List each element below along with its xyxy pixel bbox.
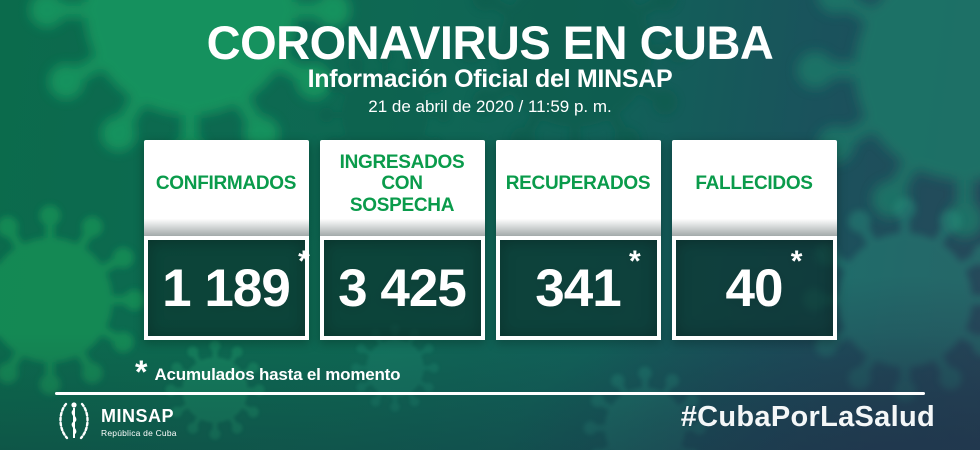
org-subtitle: República de Cuba	[101, 427, 177, 438]
asterisk-marker: *	[629, 244, 641, 278]
stat-card-header: FALLECIDOS	[671, 140, 837, 236]
asterisk-marker: *	[298, 244, 310, 278]
org-name: MINSAP	[101, 405, 175, 426]
minsap-logo: MINSAP República de Cuba	[55, 401, 177, 443]
footnote: * Acumulados hasta el momento	[135, 354, 401, 390]
report-date: 21 de abril de 2020 / 11:59 p. m.	[368, 97, 612, 116]
footer-divider	[55, 392, 925, 395]
stat-card-header: INGRESADOS CON SOSPECHA	[319, 140, 485, 236]
stat-card-header: RECUPERADOS	[495, 140, 661, 236]
stat-value: 40 *	[725, 244, 803, 318]
stat-card-confirmed: CONFIRMADOS 1 189 *	[143, 140, 310, 340]
stats-cards: CONFIRMADOS 1 189 * INGRESADOS CON SOSPEC…	[0, 140, 980, 340]
stat-label: INGRESADOS CON SOSPECHA	[339, 152, 465, 216]
hashtag: #CubaPorLaSalud	[680, 401, 935, 433]
stat-value-box: 341 *	[495, 236, 661, 340]
asterisk-marker: *	[790, 244, 803, 278]
minsap-emblem-icon	[59, 402, 89, 440]
stat-value-box: 1 189 *	[143, 236, 310, 340]
stat-value: 3 425	[338, 258, 467, 318]
stat-value-box: 40 *	[671, 236, 837, 340]
footnote-asterisk: *	[135, 354, 148, 390]
stat-label: CONFIRMADOS	[155, 173, 297, 195]
stat-label: FALLECIDOS	[695, 173, 813, 195]
stat-card-deceased: FALLECIDOS 40 *	[671, 140, 837, 340]
stat-value: 1 189 *	[162, 244, 310, 318]
stat-card-recovered: RECUPERADOS 341 *	[495, 140, 661, 340]
footnote-text: Acumulados hasta el momento	[154, 365, 401, 384]
stat-card-suspected: INGRESADOS CON SOSPECHA 3 425	[319, 140, 485, 340]
stat-label: RECUPERADOS	[505, 173, 651, 195]
stat-value: 341 *	[535, 244, 641, 318]
page-title: CORONAVIRUS EN CUBA	[206, 16, 774, 69]
page-subtitle: Información Oficial del MINSAP	[307, 65, 673, 93]
stat-card-header: CONFIRMADOS	[143, 140, 309, 236]
stat-value-box: 3 425	[319, 236, 485, 340]
